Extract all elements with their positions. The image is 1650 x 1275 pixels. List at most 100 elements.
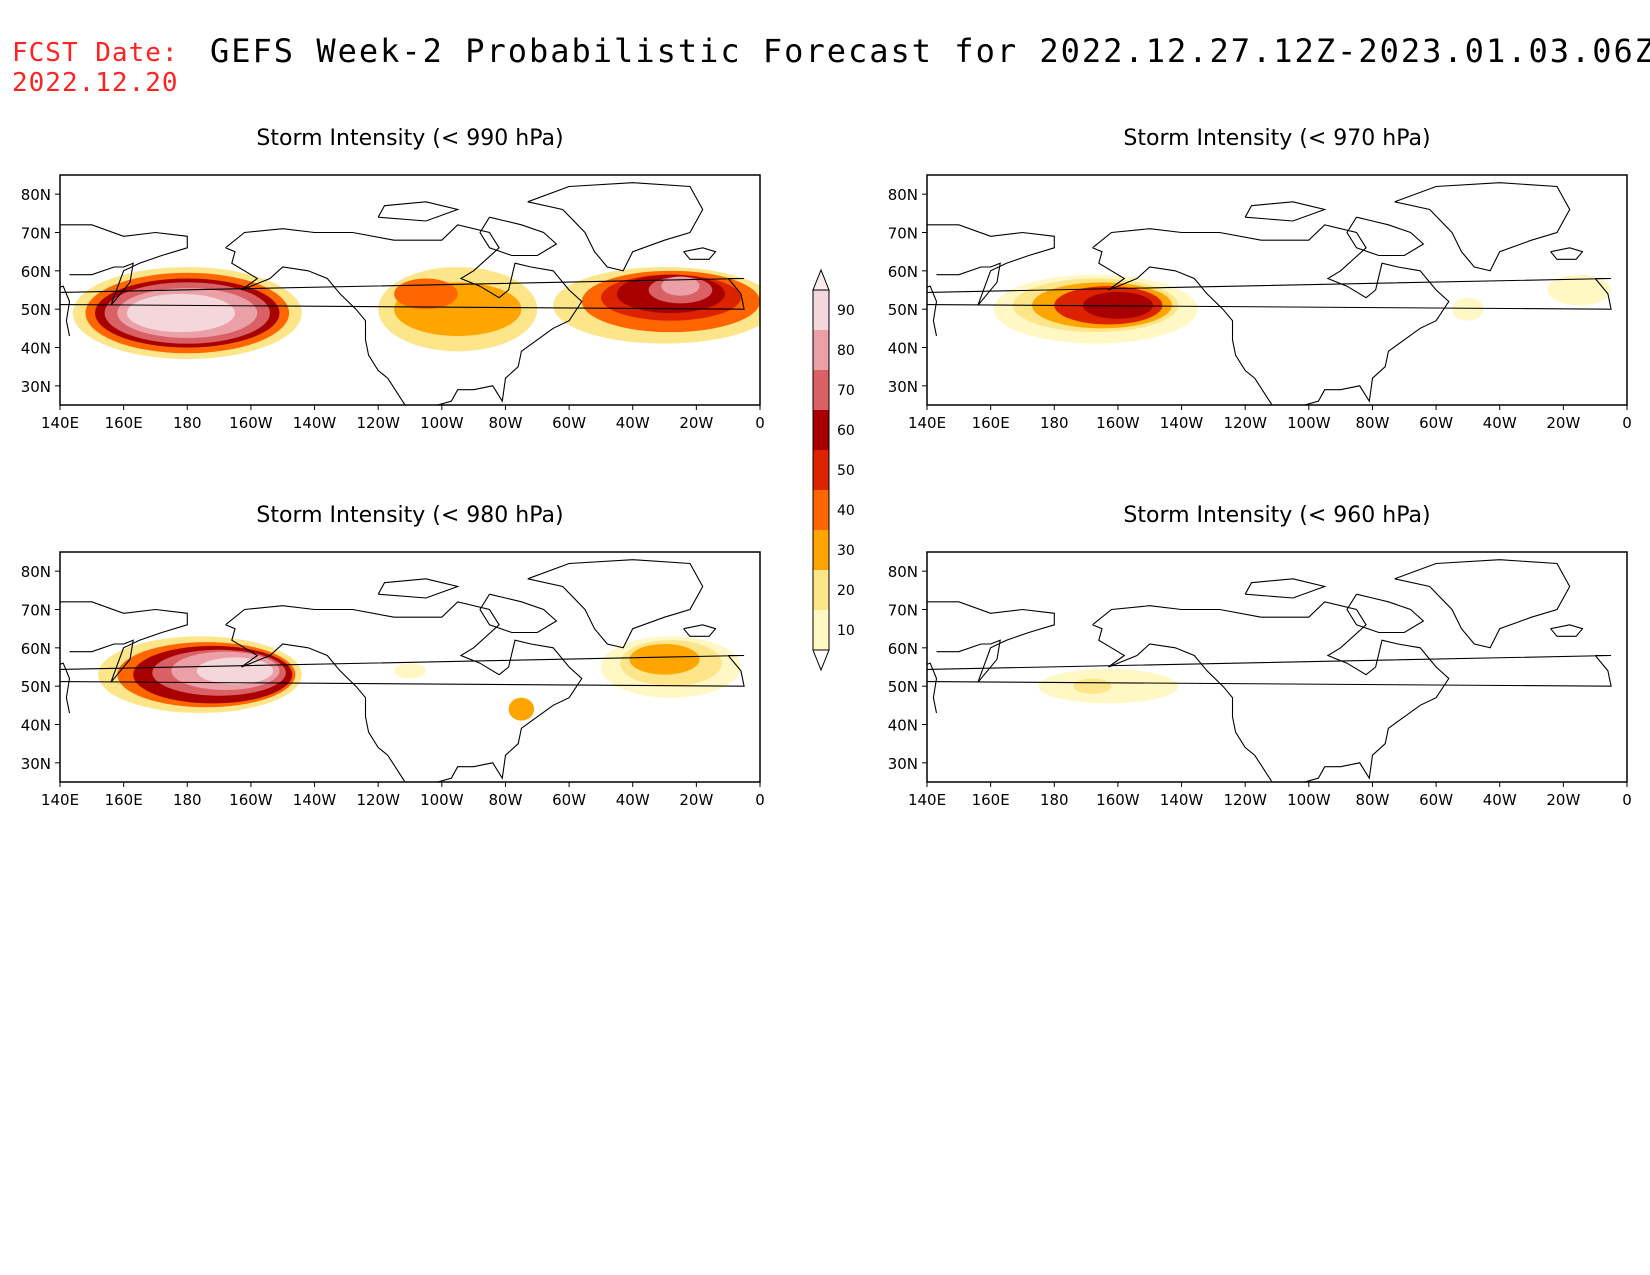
legend-label: 80 — [837, 343, 855, 359]
lat-tick-label: 60N — [21, 640, 51, 658]
legend-cap-top — [812, 268, 830, 291]
probability-contour — [661, 276, 700, 296]
coastlines — [60, 182, 745, 405]
lon-tick-label: 180 — [1040, 791, 1069, 809]
legend-swatch — [813, 370, 829, 410]
coastline — [1394, 559, 1571, 649]
lon-tick-label: 20W — [679, 414, 713, 432]
legend-label: 50 — [837, 463, 855, 479]
lon-tick-label: 160W — [1096, 414, 1140, 432]
forecast-date-label: FCST Date: — [12, 38, 179, 68]
coastline — [927, 601, 1055, 683]
coastline — [1092, 224, 1450, 405]
map-panel-p990: Storm Intensity (< 990 hPa) 140E 160E 180 16… — [21, 126, 765, 432]
lon-tick-label: 100W — [420, 414, 464, 432]
lat-tick-label: 70N — [888, 225, 918, 243]
coastline — [1244, 578, 1327, 599]
lat-tick-label: 60N — [888, 640, 918, 658]
lat-tick-label: 70N — [21, 225, 51, 243]
map-frame — [926, 551, 1628, 783]
coastline — [479, 216, 558, 257]
panel-title: Storm Intensity (< 970 hPa) — [1123, 126, 1430, 151]
coastline — [927, 224, 1055, 306]
coastline — [1550, 247, 1584, 260]
probability-contour — [394, 278, 458, 310]
lat-tick-label: 80N — [888, 186, 918, 204]
lat-tick-label: 50N — [21, 301, 51, 319]
lon-tick-label: 0 — [755, 414, 765, 432]
lat-tick-label: 80N — [21, 186, 51, 204]
lon-tick-label: 40W — [1483, 414, 1517, 432]
lon-tick-label: 160E — [105, 791, 143, 809]
lat-tick-label: 30N — [888, 378, 918, 396]
lat-tick-label: 40N — [888, 340, 918, 358]
coastline — [225, 601, 583, 782]
coastline — [1244, 201, 1327, 222]
coastline — [60, 601, 188, 683]
probability-contour — [1452, 297, 1484, 321]
lon-tick-label: 140W — [1160, 791, 1204, 809]
probability-contour — [508, 697, 535, 721]
map-panel-p980: Storm Intensity (< 980 hPa) 140E 160E 180 16… — [21, 503, 765, 809]
color-legend: 90 80 70 60 50 40 30 20 10 — [812, 268, 855, 672]
coastline — [377, 201, 460, 222]
probability-field — [98, 636, 741, 721]
probability-field — [72, 267, 760, 359]
coastline — [527, 559, 704, 649]
lat-tick-label: 60N — [888, 263, 918, 281]
lon-tick-label: 160E — [105, 414, 143, 432]
lon-tick-label: 140E — [908, 414, 946, 432]
legend-label: 60 — [837, 423, 855, 439]
lon-tick-label: 160E — [972, 414, 1010, 432]
lon-tick-label: 20W — [1546, 414, 1580, 432]
lon-tick-label: 80W — [488, 414, 522, 432]
coastline — [60, 277, 745, 310]
legend-swatch — [813, 290, 829, 330]
lon-tick-label: 0 — [755, 791, 765, 809]
lat-tick-label: 30N — [21, 378, 51, 396]
coastline — [527, 182, 704, 272]
lon-tick-label: 140E — [41, 414, 79, 432]
lat-tick-label: 30N — [888, 755, 918, 773]
coastline — [1550, 624, 1584, 637]
legend-cap-bottom — [812, 649, 830, 672]
legend-label: 10 — [837, 623, 855, 639]
probability-contour — [394, 663, 426, 679]
coastline — [377, 578, 460, 599]
lon-tick-label: 120W — [1223, 791, 1267, 809]
coastline — [683, 247, 717, 260]
legend-swatch — [813, 530, 829, 570]
lon-tick-label: 120W — [356, 414, 400, 432]
lon-tick-label: 0 — [1622, 791, 1632, 809]
lat-tick-label: 80N — [21, 563, 51, 581]
main-title: GEFS Week-2 Probabilistic Forecast for 2… — [210, 32, 1650, 70]
lon-tick-label: 0 — [1622, 414, 1632, 432]
legend-label: 70 — [837, 383, 855, 399]
coastline — [479, 593, 558, 634]
lat-tick-label: 80N — [888, 563, 918, 581]
coastlines — [60, 559, 745, 782]
lon-tick-label: 180 — [173, 791, 202, 809]
lon-tick-label: 140E — [908, 791, 946, 809]
map-frame — [59, 551, 761, 783]
legend-swatch — [813, 610, 829, 650]
map-frame — [59, 174, 761, 406]
lon-tick-label: 40W — [616, 791, 650, 809]
lon-tick-label: 140W — [293, 791, 337, 809]
lat-tick-label: 40N — [21, 340, 51, 358]
lat-tick-label: 50N — [21, 678, 51, 696]
lon-tick-label: 60W — [552, 414, 586, 432]
lon-tick-label: 20W — [679, 791, 713, 809]
lon-tick-label: 80W — [1355, 414, 1389, 432]
lon-tick-label: 60W — [552, 791, 586, 809]
lon-tick-label: 20W — [1546, 791, 1580, 809]
coastline — [1092, 601, 1450, 782]
lon-tick-label: 180 — [173, 414, 202, 432]
lon-tick-label: 140W — [293, 414, 337, 432]
coastlines — [927, 182, 1612, 405]
map-panel-p960: Storm Intensity (< 960 hPa) 140E 160E 180 16… — [888, 503, 1632, 809]
panel-title: Storm Intensity (< 980 hPa) — [256, 503, 563, 528]
map-panel-p970: Storm Intensity (< 970 hPa) 140E 160E 180 16… — [888, 126, 1632, 432]
coastlines — [927, 559, 1612, 782]
